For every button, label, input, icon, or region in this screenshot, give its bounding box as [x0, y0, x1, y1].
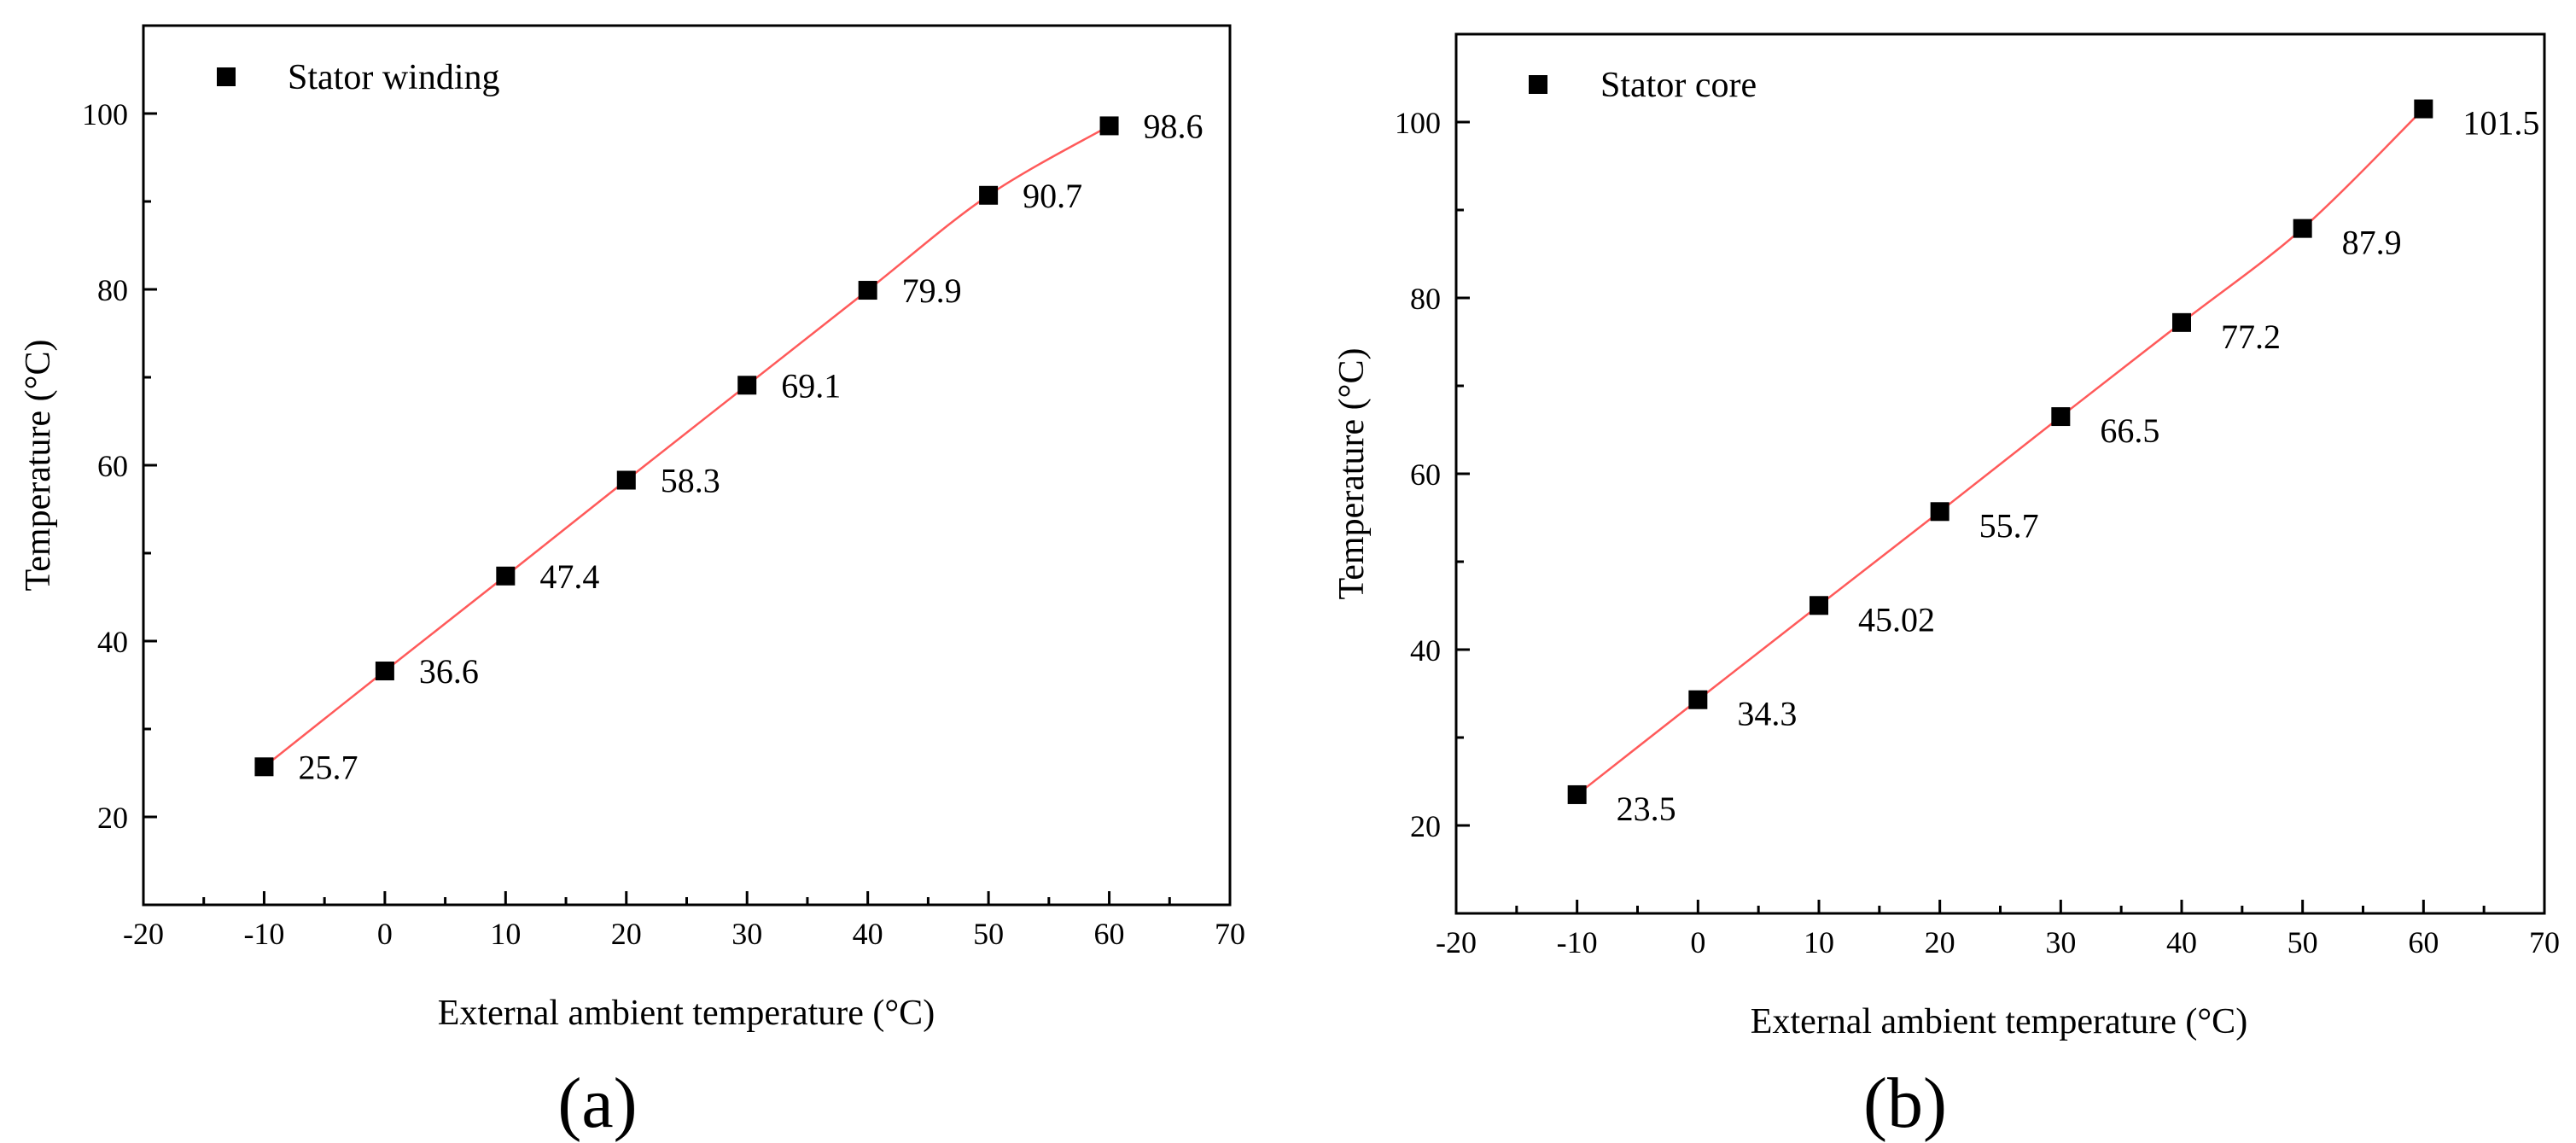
x-axis-ticks: -20 -10 0 10 20 30 40 50 60 70 [1436, 900, 2560, 959]
x-tick-label: 30 [731, 917, 762, 951]
data-point [1930, 502, 1949, 522]
y-tick-label: 40 [1410, 633, 1441, 668]
plot-frame [1454, 32, 2546, 915]
y-axis-title: Temperature (°C) [1332, 348, 1372, 600]
data-point [496, 566, 516, 586]
y-tick-label: 20 [97, 801, 128, 835]
legend-label: Stator winding [288, 58, 500, 97]
data-point [1099, 116, 1119, 136]
y-tick-label: 20 [1410, 809, 1441, 843]
x-tick-label: -10 [1557, 925, 1598, 959]
data-point [2172, 312, 2191, 332]
data-point [1688, 690, 1708, 709]
y-tick-label: 80 [97, 273, 128, 307]
data-point-label: 25.7 [298, 748, 358, 786]
x-tick-label: 20 [611, 917, 642, 951]
chart-panel-b: -20 -10 0 10 20 30 40 50 60 70 20 40 60 80 100 23.5 34… [1332, 32, 2560, 1143]
x-tick-label: -10 [243, 917, 284, 951]
data-point-label: 58.3 [661, 462, 720, 500]
data-point-label: 55.7 [1979, 506, 2039, 545]
data-markers [1567, 99, 2433, 804]
y-axis-ticks: 20 40 60 80 100 [1395, 32, 1470, 915]
x-tick-label: 10 [1804, 925, 1834, 959]
data-point-label: 45.02 [1858, 600, 1935, 639]
y-tick-label: 100 [1395, 106, 1441, 140]
y-tick-label: 100 [82, 97, 128, 131]
x-tick-label: -20 [123, 917, 164, 951]
data-point-label: 77.2 [2221, 318, 2281, 356]
data-point-label: 79.9 [902, 271, 962, 310]
data-point-label: 98.6 [1144, 107, 1203, 145]
x-tick-label: 0 [377, 917, 393, 951]
y-axis-title: Temperature (°C) [19, 340, 58, 592]
x-tick-label: -20 [1436, 925, 1477, 959]
x-tick-label: 40 [853, 917, 883, 951]
x-tick-label: 60 [1094, 917, 1125, 951]
data-point-label: 69.1 [781, 366, 841, 405]
data-point-label: 34.3 [1737, 695, 1797, 733]
chart-panel-a: -20 -10 0 10 20 30 40 50 60 70 20 40 60 80 100 25.7 36… [19, 24, 1245, 1143]
y-axis-ticks: 20 40 60 80 100 [82, 24, 157, 907]
x-tick-label: 20 [1925, 925, 1955, 959]
data-point [254, 757, 274, 777]
data-point [2293, 219, 2312, 238]
x-tick-label: 0 [1690, 925, 1705, 959]
data-point [2051, 407, 2071, 427]
x-tick-label: 50 [973, 917, 1004, 951]
data-point [2414, 99, 2433, 119]
panel-caption: (b) [1863, 1064, 1947, 1143]
x-axis-title: External ambient temperature (°C) [1751, 1002, 2247, 1041]
data-point [375, 662, 394, 681]
data-point [616, 470, 636, 490]
legend-marker [217, 67, 236, 86]
x-tick-label: 60 [2408, 925, 2439, 959]
fit-curve [263, 125, 1110, 768]
data-point-label: 66.5 [2100, 411, 2159, 450]
x-axis-title: External ambient temperature (°C) [438, 994, 935, 1033]
legend-marker [1529, 75, 1547, 94]
data-point [979, 185, 999, 205]
panel-caption: (a) [557, 1064, 637, 1143]
data-point [858, 281, 877, 300]
x-tick-label: 10 [490, 917, 521, 951]
data-labels: 23.5 34.3 45.02 55.7 66.5 77.2 87.9 101.5 [1617, 104, 2540, 828]
data-point-label: 36.6 [419, 652, 479, 691]
x-tick-label: 70 [1215, 917, 1245, 951]
x-tick-label: 40 [2166, 925, 2197, 959]
x-axis-ticks: -20 -10 0 10 20 30 40 50 60 70 [123, 891, 1245, 951]
legend-label: Stator core [1600, 66, 1757, 105]
data-point-label: 47.4 [539, 557, 599, 596]
data-point [1567, 784, 1587, 804]
data-markers [254, 116, 1119, 777]
x-tick-label: 50 [2288, 925, 2318, 959]
x-tick-label: 30 [2045, 925, 2076, 959]
y-tick-label: 40 [97, 625, 128, 659]
y-tick-label: 60 [97, 449, 128, 483]
data-labels: 25.7 36.6 47.4 58.3 69.1 79.9 90.7 98.6 [298, 107, 1203, 786]
data-point-label: 23.5 [1617, 790, 1676, 828]
data-point [737, 376, 757, 395]
y-tick-label: 60 [1410, 458, 1441, 492]
data-point-label: 87.9 [2342, 224, 2402, 262]
data-point-label: 101.5 [2462, 104, 2539, 143]
data-point-label: 90.7 [1023, 177, 1082, 215]
y-tick-label: 80 [1410, 282, 1441, 316]
data-point [1810, 596, 1828, 615]
x-tick-label: 70 [2529, 925, 2560, 959]
